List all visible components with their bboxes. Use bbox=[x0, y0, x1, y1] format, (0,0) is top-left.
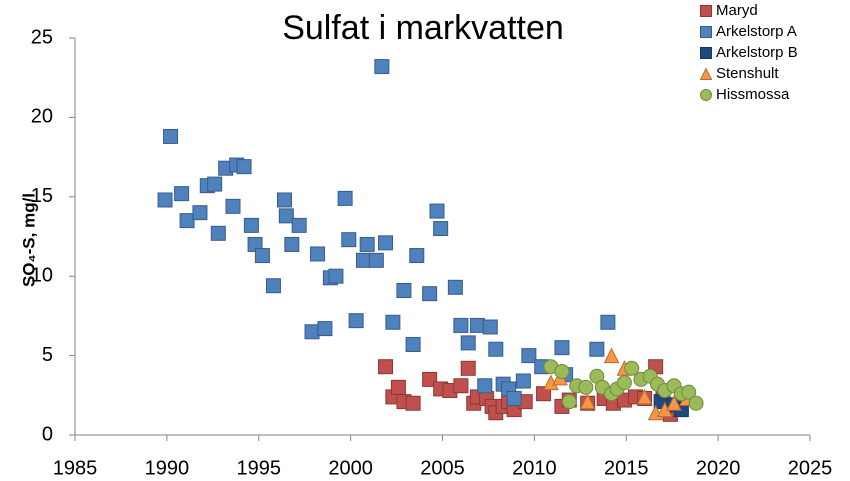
x-tick-label: 2005 bbox=[420, 457, 465, 479]
legend-marker bbox=[700, 26, 712, 38]
point bbox=[603, 347, 620, 364]
y-axis-label: SO₄-S, mg/l bbox=[19, 193, 38, 287]
point bbox=[589, 341, 605, 357]
point bbox=[317, 321, 333, 337]
point bbox=[210, 225, 226, 241]
x-tick-label: 2000 bbox=[328, 457, 373, 479]
x-tick-label: 1995 bbox=[237, 457, 282, 479]
point bbox=[554, 340, 570, 356]
y-tick-label: 20 bbox=[31, 106, 53, 128]
point bbox=[460, 360, 476, 376]
point bbox=[453, 378, 469, 394]
point bbox=[207, 176, 223, 192]
point bbox=[157, 192, 173, 208]
point bbox=[192, 205, 208, 221]
legend-marker bbox=[700, 47, 712, 59]
x-tick-label: 1990 bbox=[145, 457, 190, 479]
legend-label: Hissmossa bbox=[716, 86, 790, 103]
point bbox=[225, 198, 241, 214]
point bbox=[578, 379, 594, 395]
point bbox=[460, 335, 476, 351]
x-tick-label: 1985 bbox=[53, 457, 98, 479]
point bbox=[236, 159, 252, 175]
point bbox=[433, 221, 449, 237]
point bbox=[600, 314, 616, 330]
y-tick-label: 10 bbox=[31, 264, 53, 286]
x-tick-label: 2010 bbox=[512, 457, 557, 479]
point bbox=[453, 317, 469, 333]
point bbox=[616, 375, 632, 391]
point bbox=[666, 395, 682, 411]
point bbox=[469, 317, 485, 333]
point bbox=[374, 59, 390, 75]
point bbox=[243, 217, 259, 233]
point bbox=[422, 286, 438, 302]
legend-label: Arkelstorp A bbox=[716, 23, 797, 40]
point bbox=[385, 314, 401, 330]
point bbox=[688, 395, 704, 411]
y-tick-label: 5 bbox=[42, 344, 53, 366]
point bbox=[328, 268, 344, 284]
point bbox=[422, 371, 438, 387]
point bbox=[337, 190, 353, 206]
x-tick-label: 2025 bbox=[788, 457, 833, 479]
point bbox=[163, 128, 179, 144]
y-tick-label: 25 bbox=[31, 26, 53, 48]
point bbox=[355, 252, 371, 268]
point bbox=[405, 395, 421, 411]
legend-marker bbox=[699, 67, 713, 80]
point bbox=[359, 236, 375, 252]
point bbox=[276, 192, 292, 208]
point bbox=[579, 393, 596, 410]
point bbox=[284, 236, 300, 252]
point bbox=[521, 348, 537, 364]
x-tick-label: 2020 bbox=[696, 457, 741, 479]
point bbox=[174, 186, 190, 202]
point bbox=[378, 235, 394, 251]
point bbox=[636, 388, 653, 405]
point bbox=[681, 384, 697, 400]
y-tick-label: 15 bbox=[31, 185, 53, 207]
point bbox=[179, 213, 195, 229]
point bbox=[254, 248, 270, 264]
point bbox=[390, 379, 406, 395]
legend-marker bbox=[700, 5, 712, 17]
point bbox=[368, 252, 384, 268]
legend-label: Arkelstorp B bbox=[716, 44, 798, 61]
legend-label: Stenshult bbox=[716, 65, 779, 82]
point bbox=[447, 279, 463, 295]
point bbox=[310, 246, 326, 262]
point bbox=[429, 203, 445, 219]
point bbox=[291, 217, 307, 233]
point bbox=[409, 248, 425, 264]
point bbox=[488, 341, 504, 357]
chart-title: Sulfat i markvatten bbox=[282, 9, 564, 47]
point bbox=[536, 386, 552, 402]
point bbox=[482, 319, 498, 335]
point bbox=[506, 390, 522, 406]
point bbox=[554, 363, 570, 379]
point bbox=[265, 278, 281, 294]
point bbox=[278, 208, 294, 224]
point bbox=[477, 378, 493, 394]
point bbox=[304, 324, 320, 340]
point bbox=[378, 359, 394, 375]
point bbox=[561, 394, 577, 410]
y-tick-label: 0 bbox=[42, 423, 53, 445]
x-tick-label: 2015 bbox=[604, 457, 649, 479]
point bbox=[396, 282, 412, 298]
point bbox=[405, 336, 421, 352]
point bbox=[624, 360, 640, 376]
legend-label: Maryd bbox=[716, 2, 758, 19]
point bbox=[515, 373, 531, 389]
point bbox=[341, 232, 357, 248]
point bbox=[348, 313, 364, 329]
legend-marker bbox=[700, 89, 712, 101]
